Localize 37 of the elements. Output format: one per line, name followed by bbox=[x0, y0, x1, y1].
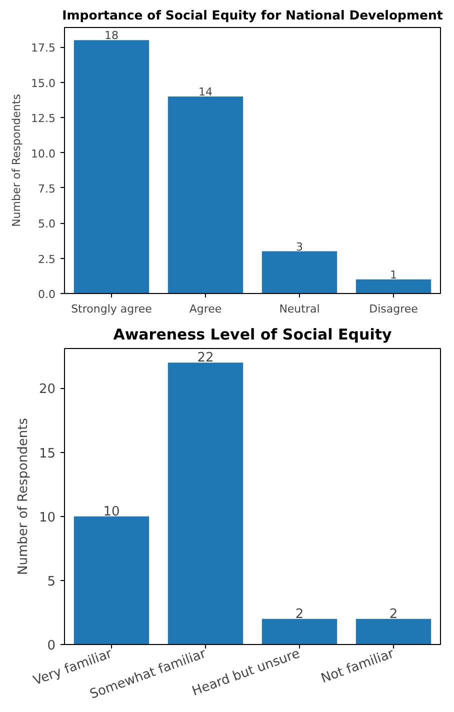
data-label: 18 bbox=[104, 29, 118, 42]
x-tick-label: Agree bbox=[189, 302, 222, 316]
x-tick-label: Disagree bbox=[369, 302, 418, 316]
chart-title: Importance of Social Equity for National Development bbox=[62, 8, 443, 22]
y-tick-label: 20 bbox=[38, 382, 56, 398]
data-label: 3 bbox=[296, 240, 303, 254]
bar bbox=[356, 618, 432, 644]
y-tick-label: 10.0 bbox=[31, 147, 56, 160]
y-tick-label: 15.0 bbox=[31, 76, 56, 90]
bar bbox=[74, 516, 150, 644]
x-tick-label: Neutral bbox=[279, 302, 320, 316]
data-label: 2 bbox=[295, 606, 304, 622]
data-label: 1 bbox=[390, 268, 397, 282]
bar bbox=[356, 279, 432, 294]
y-axis-title: Number of Respondents bbox=[10, 94, 24, 227]
bar bbox=[262, 618, 338, 644]
data-label: 2 bbox=[389, 606, 398, 622]
y-tick-label: 0 bbox=[47, 638, 56, 654]
data-label: 22 bbox=[197, 350, 214, 366]
y-tick-label: 5 bbox=[47, 574, 56, 590]
y-axis-title: Number of Respondents bbox=[16, 418, 31, 576]
chart-title: Awareness Level of Social Equity bbox=[113, 326, 392, 344]
y-tick-label: 12.5 bbox=[31, 112, 56, 126]
data-label: 10 bbox=[103, 504, 120, 520]
bar bbox=[168, 362, 244, 644]
x-tick-label: Strongly agree bbox=[71, 302, 152, 316]
bar bbox=[168, 96, 244, 294]
y-tick-label: 15 bbox=[38, 446, 56, 462]
y-tick-label: 0.0 bbox=[38, 288, 56, 301]
y-tick-label: 2.5 bbox=[38, 252, 56, 266]
bar bbox=[74, 40, 150, 294]
y-tick-label: 17.5 bbox=[31, 42, 56, 55]
bar bbox=[262, 251, 338, 294]
y-tick-label: 5.0 bbox=[38, 218, 56, 231]
data-label: 14 bbox=[198, 85, 212, 98]
y-tick-label: 10 bbox=[38, 510, 56, 526]
y-tick-label: 7.5 bbox=[38, 182, 56, 196]
